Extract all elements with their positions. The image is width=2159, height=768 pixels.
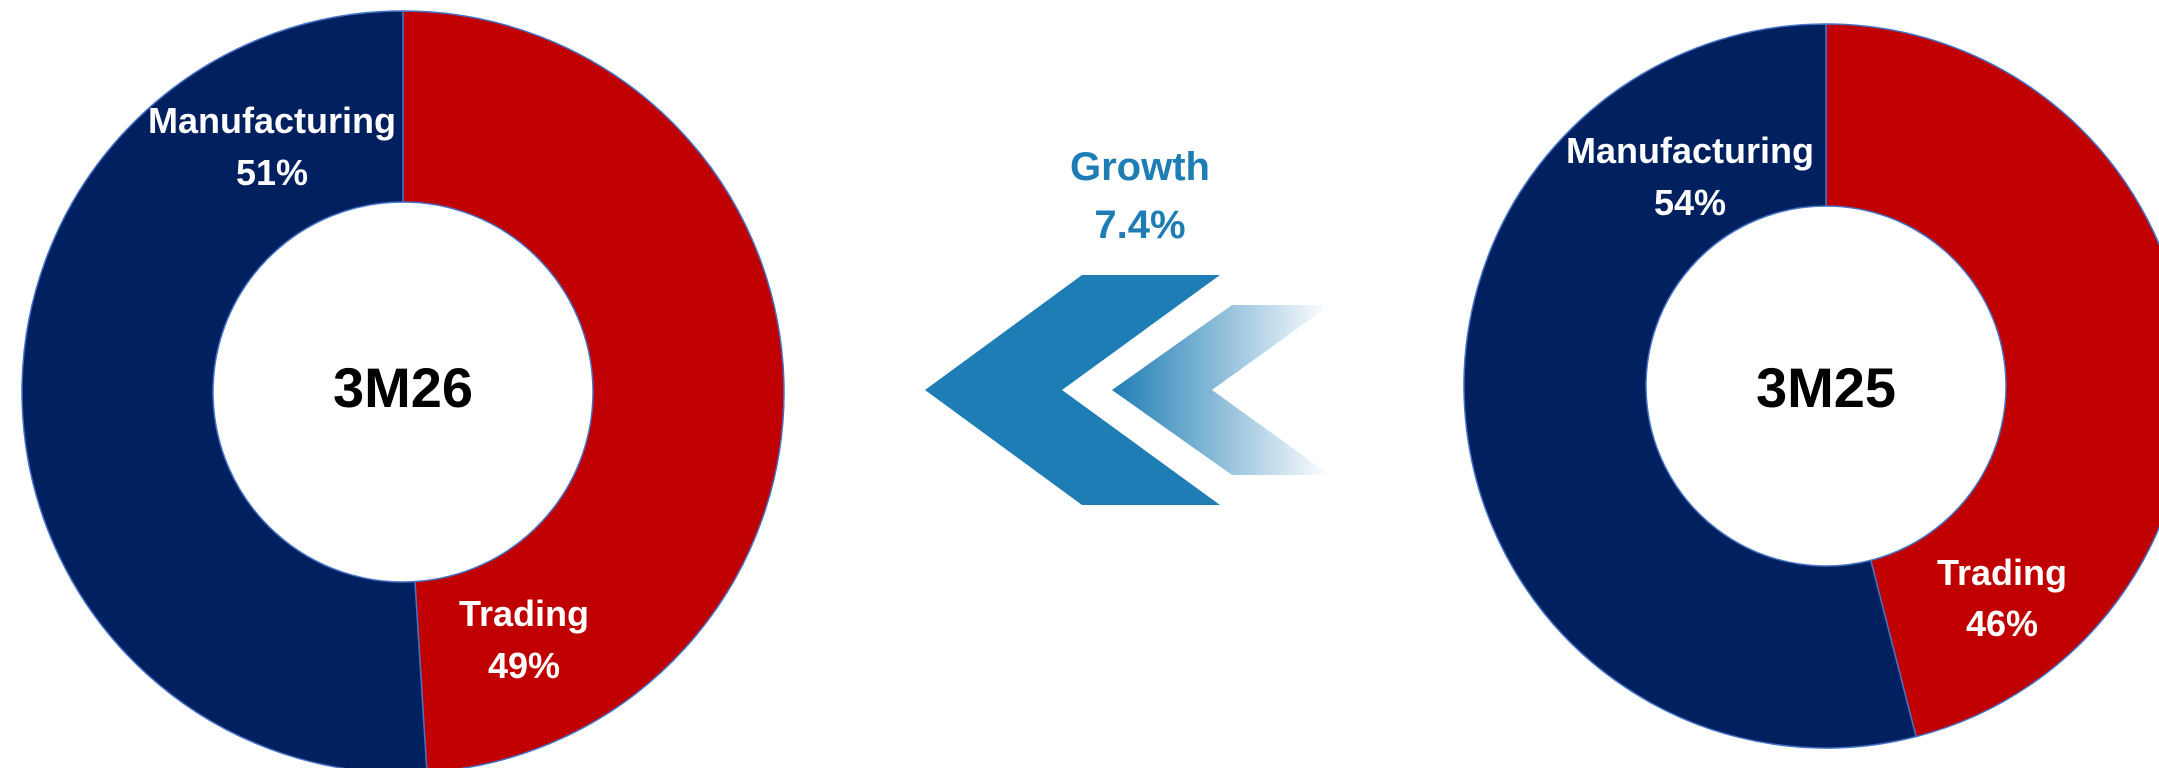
donut-slice-manufacturing-3m26 <box>21 10 428 768</box>
donut-center-label-3m25: 3M25 <box>1756 356 1896 419</box>
donut-slice-trading-3m26 <box>402 10 785 768</box>
donut-slice-manufacturing-3m25 <box>1463 23 1917 749</box>
slice-value-trading-3m26: 49% <box>488 645 560 686</box>
growth-value: 7.4% <box>1094 203 1185 247</box>
donut-chart-3m26 <box>21 10 785 768</box>
chevron-faded-icon <box>1112 305 1330 475</box>
donut-chart-3m25 <box>1463 23 2159 749</box>
growth-label: Growth <box>1070 145 1210 189</box>
double-chevron-left-icon <box>925 275 1330 505</box>
slice-label-trading-3m26: Trading <box>459 593 589 634</box>
slice-value-trading-3m25: 46% <box>1966 603 2038 644</box>
slice-value-manufacturing-3m26: 51% <box>236 152 308 193</box>
donut-center-label-3m26: 3M26 <box>333 356 473 419</box>
slice-label-manufacturing-3m25: Manufacturing <box>1566 130 1814 171</box>
donut-slice-trading-3m25 <box>1825 23 2159 738</box>
slice-label-manufacturing-3m26: Manufacturing <box>148 100 396 141</box>
slice-value-manufacturing-3m25: 54% <box>1654 182 1726 223</box>
chevron-front-icon <box>925 275 1220 505</box>
slice-label-trading-3m25: Trading <box>1937 552 2067 593</box>
